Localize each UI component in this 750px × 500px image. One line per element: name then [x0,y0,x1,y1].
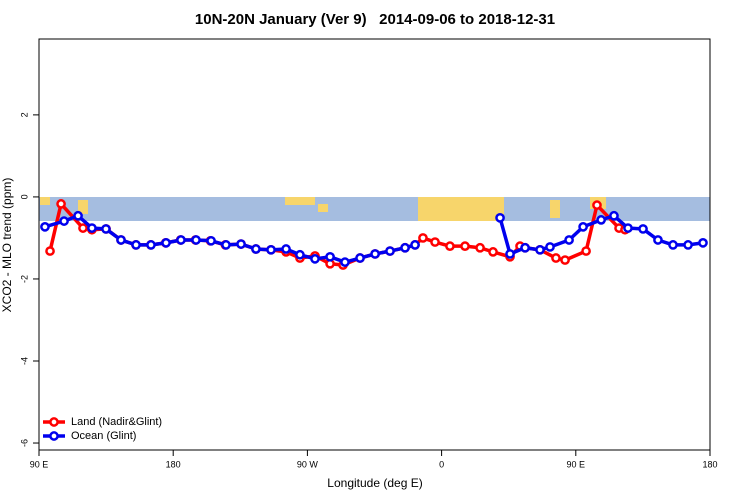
legend-marker [49,417,59,427]
data-point [430,237,440,247]
data-point [488,247,498,257]
x-tick-label: 180 [166,459,181,469]
data-point [340,257,350,267]
data-point [161,238,171,248]
data-point [400,242,410,253]
x-axis-label: Longitude (deg E) [327,476,422,490]
data-point [505,249,515,259]
data-point [40,222,50,232]
data-point [251,244,261,254]
data-point [146,240,156,250]
data-point [564,235,574,245]
data-point [206,235,216,246]
data-point [581,246,591,256]
data-point [638,224,648,234]
x-tick-label: 90 W [297,459,319,469]
data-point [59,216,69,226]
data-point [592,200,602,210]
y-tick-label: -2 [19,275,29,283]
chart-title: 10N-20N January (Ver 9) 2014-09-06 to 20… [195,11,555,28]
data-point [609,210,619,221]
data-point [131,240,141,250]
data-point [560,255,570,265]
y-axis-label: XCO2 - MLO trend (ppm) [0,178,14,313]
data-point [281,244,291,254]
y-tick-label: -4 [19,357,29,365]
data-point [653,235,663,245]
y-tick-label: 0 [19,194,29,199]
legend-marker [49,431,59,441]
data-point [668,240,678,250]
data-point [623,223,633,233]
data-point [56,199,66,209]
x-tick-label: 180 [702,459,717,469]
data-point [545,242,555,252]
data-point [520,242,530,253]
data-point [221,240,231,250]
data-point [87,223,97,233]
x-tick-label: 0 [439,459,444,469]
y-tick-label: -6 [19,439,29,447]
data-point [698,238,708,248]
data-point [445,241,455,251]
data-point [551,253,561,263]
data-point [410,240,420,250]
data-point [116,235,126,245]
data-point [101,224,111,234]
data-point [418,233,428,243]
data-point [460,241,470,251]
data-point [236,239,246,249]
x-tick-label: 90 E [30,459,49,469]
data-point [191,235,201,245]
data-point [325,251,335,262]
data-point [535,244,545,255]
data-point [355,253,365,263]
data-point [683,240,693,250]
data-point [73,210,83,221]
legend-label: Ocean (Glint) [71,430,136,442]
plot-frame [38,38,711,451]
data-point [475,242,485,253]
data-point [310,254,320,264]
data-point [78,223,88,233]
data-point [176,235,186,245]
x-tick-label: 90 E [567,459,586,469]
data-point [295,249,305,260]
y-tick-label: 2 [19,112,29,117]
data-point [370,249,380,259]
data-point [45,246,55,256]
legend-label: Land (Nadir&Glint) [71,416,162,428]
data-point [266,244,276,255]
data-point [596,215,606,225]
data-point [578,222,588,232]
data-point [385,246,395,256]
data-point [495,212,505,223]
